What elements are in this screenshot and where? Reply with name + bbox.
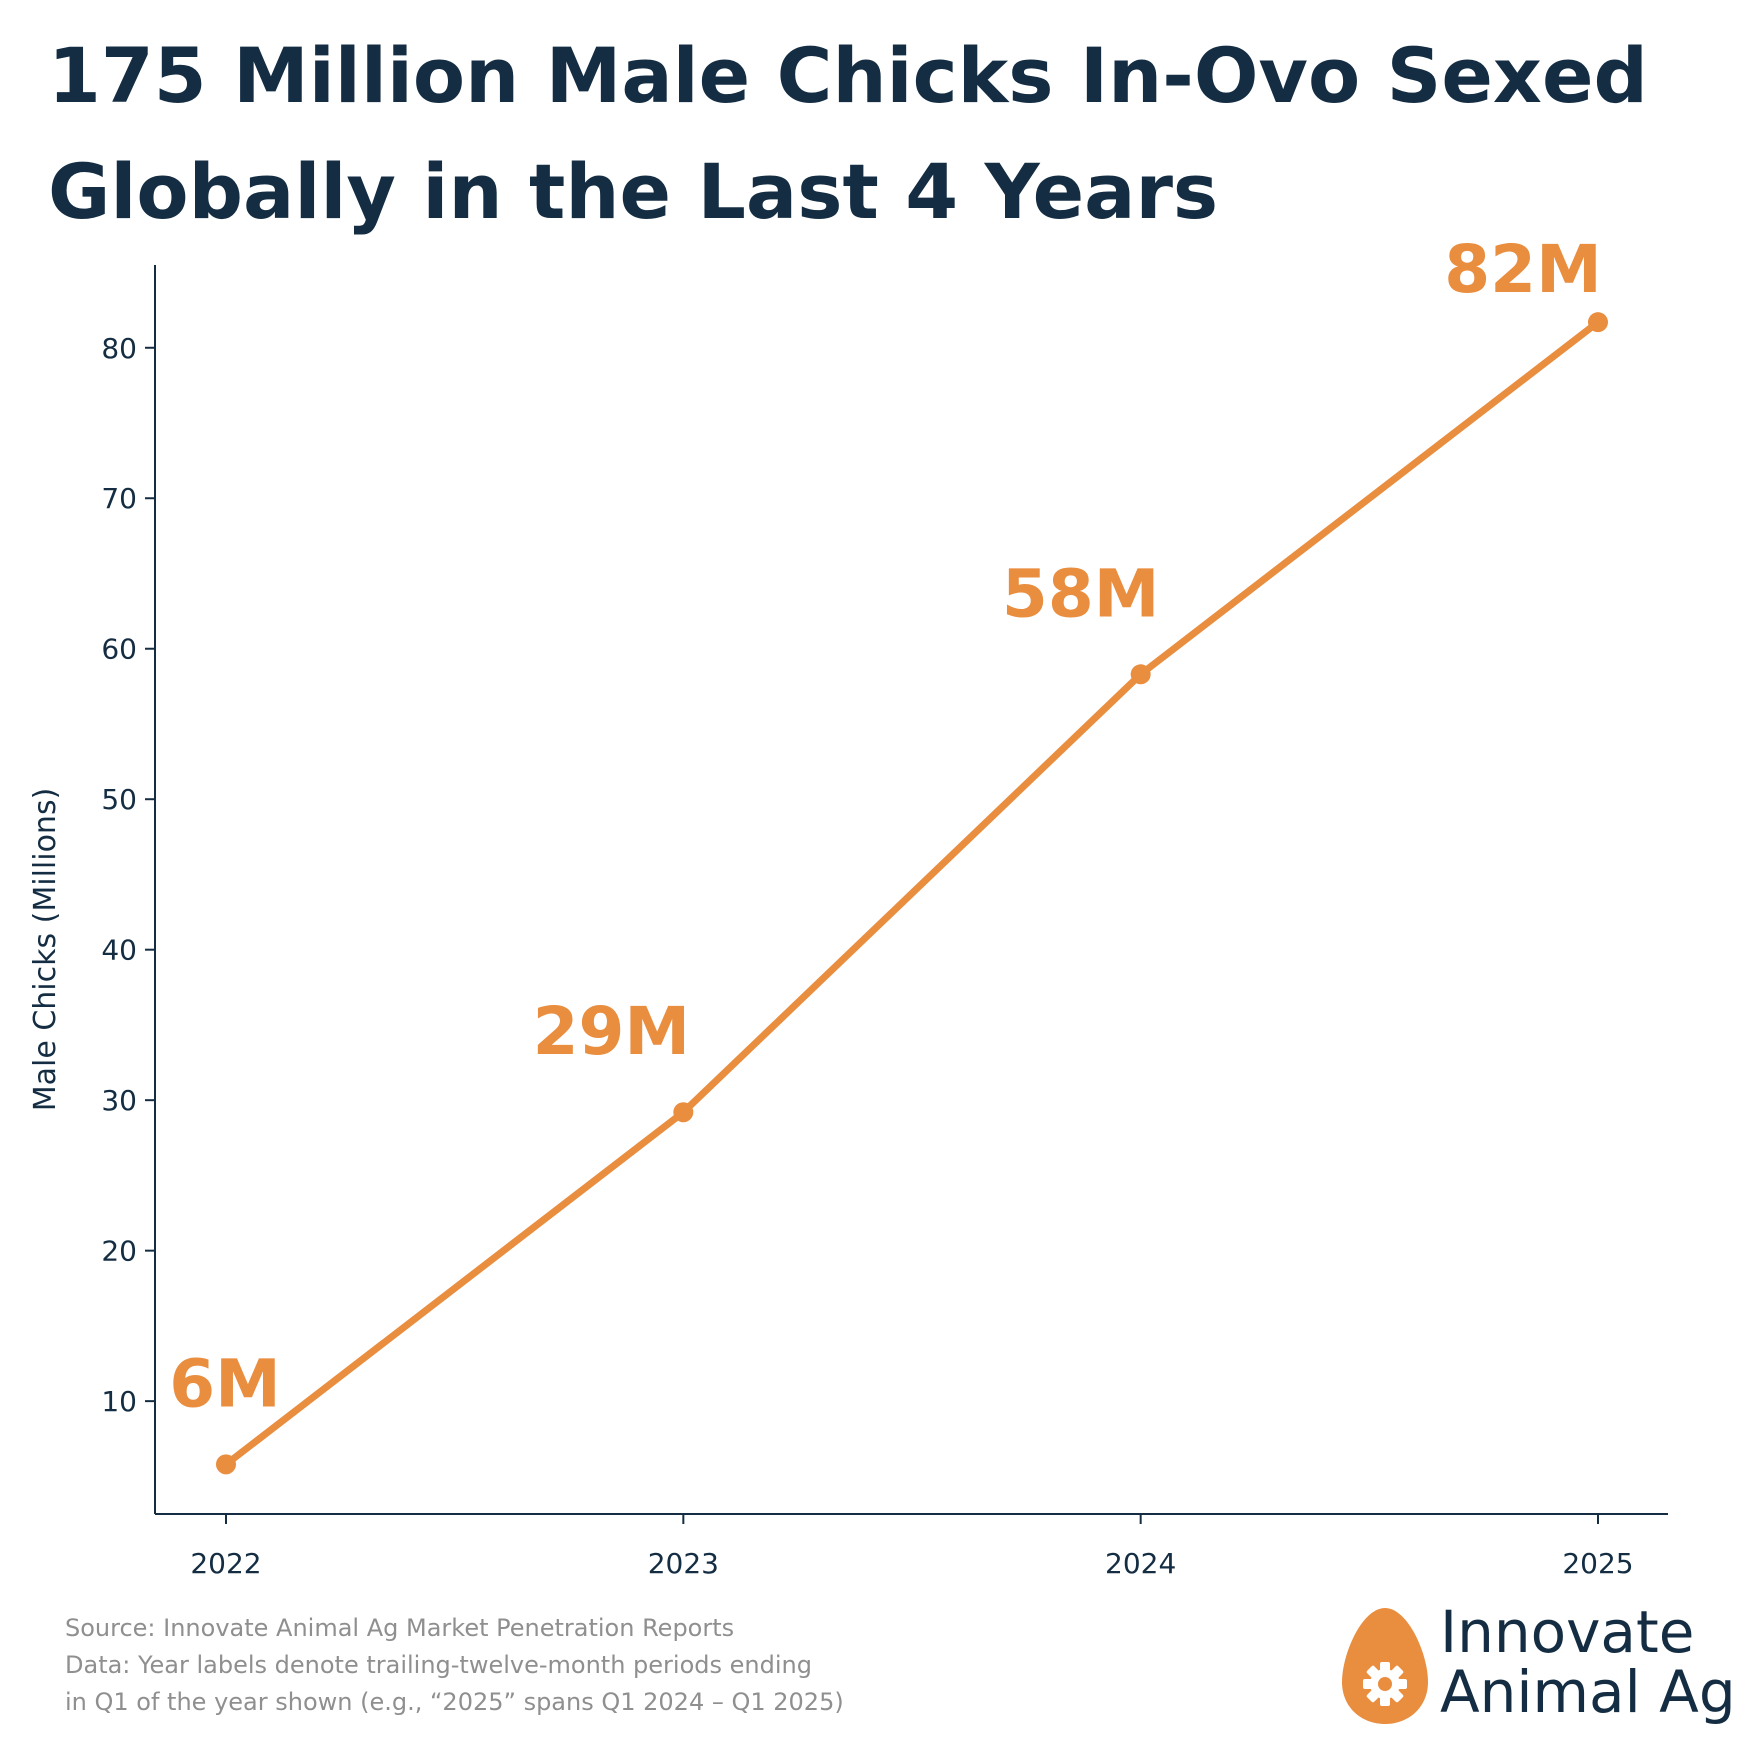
footnote-data-note: Data: Year labels denote trailing-twelve…: [65, 1651, 812, 1679]
x-tick-label: 2022: [190, 1547, 261, 1580]
footnote-data-note-cont: in Q1 of the year shown (e.g., “2025” sp…: [65, 1688, 844, 1716]
brand-logo: Innovate Animal Ag: [1340, 1602, 1740, 1742]
egg-gear-icon: [1342, 1608, 1428, 1724]
footnote-source: Source: Innovate Animal Ag Market Penetr…: [65, 1614, 735, 1642]
y-tick-label: 80: [101, 332, 137, 365]
y-tick-label: 10: [101, 1385, 137, 1418]
data-label: 82M: [1444, 231, 1602, 308]
data-point: [673, 1102, 694, 1123]
y-tick-label: 60: [101, 633, 137, 666]
footnote: Source: Innovate Animal Ag Market Penetr…: [65, 1610, 1265, 1721]
chart-title: 175 Million Male Chicks In-Ovo Sexed Glo…: [48, 18, 1728, 250]
data-point: [1130, 664, 1151, 685]
x-tick-label: 2024: [1105, 1547, 1176, 1580]
logo-line-2: Animal Ag: [1440, 1658, 1736, 1726]
y-tick-label: 40: [101, 934, 137, 967]
data-label: 6M: [169, 1345, 281, 1422]
data-label: 29M: [533, 993, 691, 1070]
series-line: [222, 318, 1602, 1468]
x-tick-label: 2023: [648, 1547, 719, 1580]
data-point: [216, 1454, 236, 1475]
data-point: [1588, 312, 1608, 333]
y-tick-label: 50: [101, 783, 137, 816]
y-tick-label: 20: [101, 1235, 137, 1268]
y-tick-label: 70: [101, 482, 137, 515]
title-line-2: Globally in the Last 4 Years: [48, 147, 1219, 236]
data-label: 58M: [1002, 555, 1160, 632]
x-tick-label: 2025: [1562, 1547, 1633, 1580]
logo-line-1: Innovate: [1440, 1598, 1695, 1666]
title-line-1: 175 Million Male Chicks In-Ovo Sexed: [48, 31, 1648, 120]
y-tick-label: 30: [101, 1084, 137, 1117]
y-axis-label: Male Chicks (Millions): [28, 788, 63, 1112]
logo-wordmark: Innovate Animal Ag: [1440, 1602, 1736, 1722]
